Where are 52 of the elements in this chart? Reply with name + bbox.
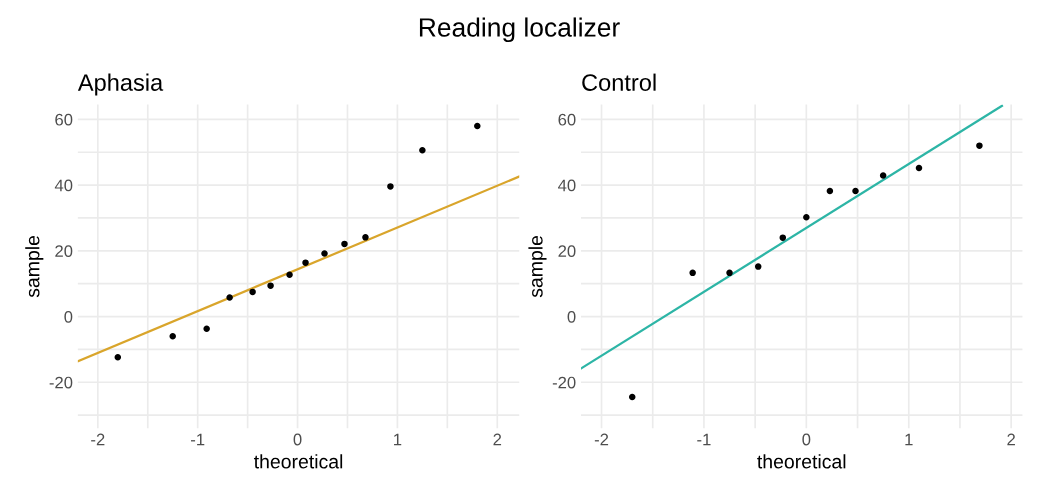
point <box>341 240 348 248</box>
x-tick-label: 2 <box>1007 433 1015 446</box>
y-tick-label: -20 <box>49 376 73 389</box>
x-tick-label: -2 <box>91 433 105 446</box>
point <box>726 269 733 277</box>
chart-title: Aphasia <box>77 73 164 96</box>
y-tick-label: 60 <box>558 113 576 126</box>
chart-title: Control <box>582 73 656 91</box>
point <box>114 354 122 361</box>
y-tick-label: 0 <box>64 310 73 323</box>
y-tick-label: 40 <box>54 179 73 192</box>
x-tick-label: 2 <box>493 433 502 446</box>
point <box>628 393 636 401</box>
point <box>779 234 787 241</box>
point <box>803 214 810 221</box>
y-tick-label: 0 <box>567 310 576 323</box>
x-tick-label: -2 <box>594 433 609 446</box>
point <box>302 259 309 266</box>
point <box>362 234 369 241</box>
y-tick-label: 20 <box>558 245 576 258</box>
x-tick-label: -1 <box>191 433 205 446</box>
point <box>754 263 762 270</box>
point <box>474 122 481 130</box>
x-tick-label: -1 <box>697 433 711 446</box>
y-axis-title: sample <box>528 235 547 298</box>
y-tick-label: -20 <box>552 376 576 389</box>
point <box>226 294 233 301</box>
point <box>976 142 983 149</box>
text: Reading localizer <box>419 17 620 43</box>
point <box>249 288 256 296</box>
y-axis-title: sample <box>25 235 44 298</box>
point <box>852 187 859 195</box>
point <box>267 282 274 289</box>
point <box>203 325 210 332</box>
x-tick-label: 0 <box>293 433 302 446</box>
x-tick-label: 1 <box>905 433 913 446</box>
x-tick-label: 0 <box>802 433 811 446</box>
y-tick-label: 60 <box>55 113 73 126</box>
point <box>169 333 176 340</box>
x-axis-title: theoretical <box>757 454 846 469</box>
point <box>419 147 426 154</box>
point <box>879 172 887 179</box>
point <box>387 183 394 190</box>
point <box>286 271 293 279</box>
point <box>321 250 328 257</box>
y-tick-label: 20 <box>55 245 73 258</box>
point <box>915 164 923 172</box>
point <box>689 269 696 277</box>
x-axis-title: theoretical <box>253 454 343 469</box>
point <box>826 187 834 195</box>
x-tick-label: 1 <box>394 433 402 446</box>
y-tick-label: 40 <box>558 179 576 192</box>
